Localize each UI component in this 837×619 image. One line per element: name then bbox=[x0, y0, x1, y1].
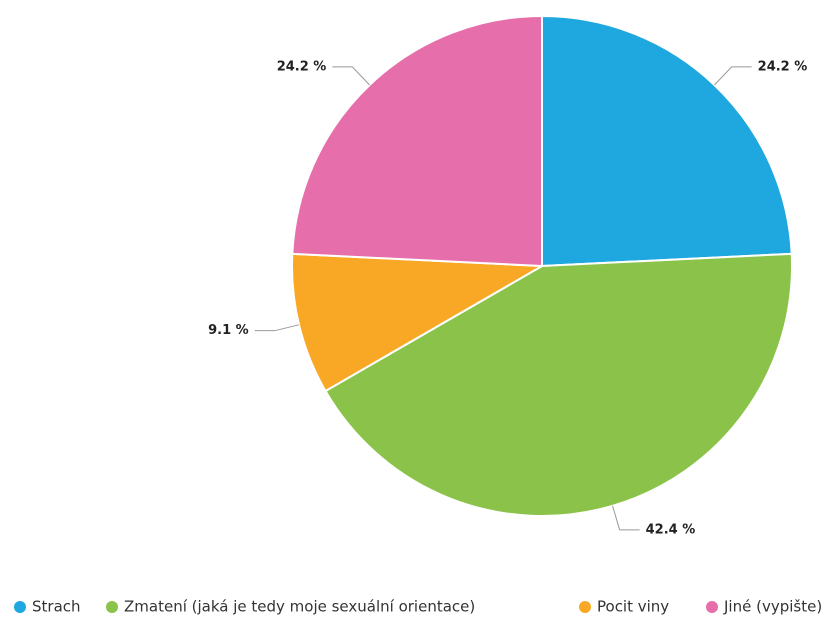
legend-label: Zmatení (jaká je tedy moje sexuální orie… bbox=[124, 598, 475, 616]
legend-label: Jiné (vypište) bbox=[723, 598, 822, 616]
leader-line bbox=[714, 66, 752, 86]
data-label: 24.2 % bbox=[277, 59, 327, 74]
pie-slice bbox=[324, 252, 793, 517]
data-label: 9.1 % bbox=[208, 323, 249, 338]
legend-marker bbox=[706, 601, 718, 613]
data-label: 42.4 % bbox=[646, 522, 696, 537]
legend-label: Pocit viny bbox=[597, 598, 669, 616]
leader-line bbox=[254, 324, 300, 332]
pie-slice bbox=[291, 252, 546, 393]
leader-line bbox=[332, 66, 370, 86]
legend-marker bbox=[106, 601, 118, 613]
data-label: 24.2 % bbox=[758, 59, 808, 74]
legend-label: Strach bbox=[32, 598, 81, 616]
legend-marker bbox=[14, 601, 26, 613]
pie-slice bbox=[541, 14, 793, 268]
leader-line bbox=[612, 505, 640, 531]
pie-slice bbox=[291, 14, 543, 268]
legend-marker bbox=[579, 601, 591, 613]
